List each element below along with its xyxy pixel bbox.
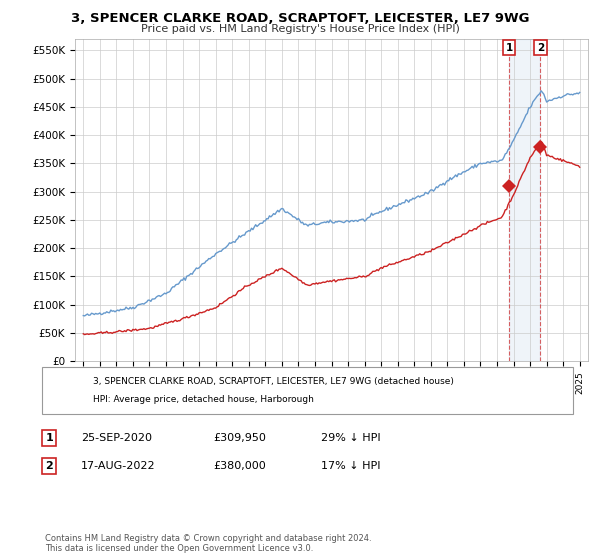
Text: 29% ↓ HPI: 29% ↓ HPI — [321, 433, 380, 443]
Text: This data is licensed under the Open Government Licence v3.0.: This data is licensed under the Open Gov… — [45, 544, 313, 553]
Text: Contains HM Land Registry data © Crown copyright and database right 2024.: Contains HM Land Registry data © Crown c… — [45, 534, 371, 543]
Text: 2: 2 — [537, 43, 544, 53]
Text: Price paid vs. HM Land Registry's House Price Index (HPI): Price paid vs. HM Land Registry's House … — [140, 24, 460, 34]
Text: £380,000: £380,000 — [213, 461, 266, 471]
Text: 1: 1 — [505, 43, 512, 53]
Text: 2: 2 — [46, 461, 53, 471]
Text: 3, SPENCER CLARKE ROAD, SCRAPTOFT, LEICESTER, LE7 9WG: 3, SPENCER CLARKE ROAD, SCRAPTOFT, LEICE… — [71, 12, 529, 25]
Text: 25-SEP-2020: 25-SEP-2020 — [81, 433, 152, 443]
Text: 17% ↓ HPI: 17% ↓ HPI — [321, 461, 380, 471]
Text: HPI: Average price, detached house, Harborough: HPI: Average price, detached house, Harb… — [93, 395, 314, 404]
Text: £309,950: £309,950 — [213, 433, 266, 443]
Text: 3, SPENCER CLARKE ROAD, SCRAPTOFT, LEICESTER, LE7 9WG (detached house): 3, SPENCER CLARKE ROAD, SCRAPTOFT, LEICE… — [93, 377, 454, 386]
Text: 1: 1 — [46, 433, 53, 443]
Text: 17-AUG-2022: 17-AUG-2022 — [81, 461, 155, 471]
Bar — [509, 39, 541, 361]
